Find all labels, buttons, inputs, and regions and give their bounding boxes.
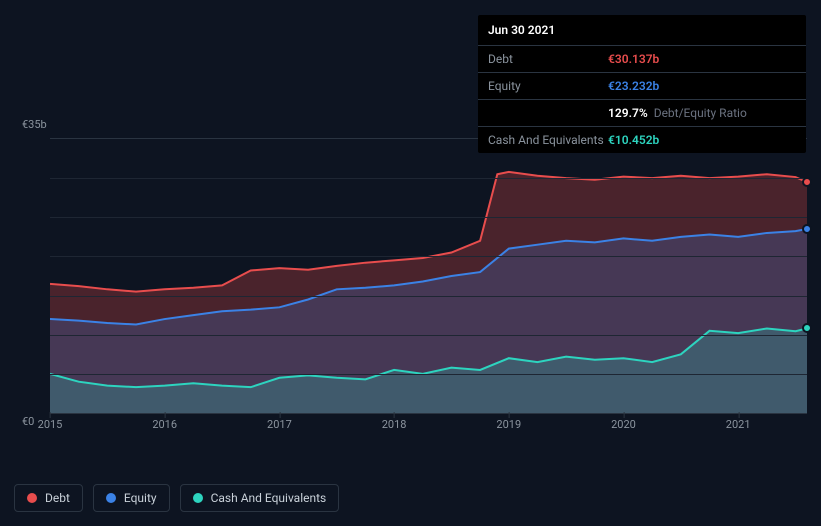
tooltip-row-label xyxy=(488,106,608,120)
tooltip-row-label: Debt xyxy=(488,52,608,66)
x-axis-label: 2016 xyxy=(152,418,177,431)
gridline xyxy=(50,296,807,297)
tooltip-row-value: €30.137b xyxy=(608,52,659,66)
x-axis-label: 2019 xyxy=(496,418,521,431)
x-tick-mark xyxy=(279,412,280,418)
gridline xyxy=(50,217,807,218)
legend-dot-icon xyxy=(106,493,116,503)
series-end-marker xyxy=(802,323,812,333)
legend: Debt Equity Cash And Equivalents xyxy=(14,484,339,512)
tooltip-row: Cash And Equivalents€10.452b xyxy=(478,127,806,153)
x-tick-mark xyxy=(394,412,395,418)
chart-svg xyxy=(50,139,807,413)
tooltip-row: 129.7% Debt/Equity Ratio xyxy=(478,100,806,127)
series-end-marker xyxy=(802,224,812,234)
tooltip-row: Equity€23.232b xyxy=(478,73,806,100)
plot-region[interactable] xyxy=(50,138,807,414)
x-tick-mark xyxy=(50,412,51,418)
legend-dot-icon xyxy=(27,493,37,503)
legend-label: Cash And Equivalents xyxy=(211,491,327,505)
gridline xyxy=(50,178,807,179)
legend-item-debt[interactable]: Debt xyxy=(14,484,83,512)
x-tick-mark xyxy=(509,412,510,418)
tooltip-date: Jun 30 2021 xyxy=(478,15,806,46)
x-axis: 2015201620172018201920202021 xyxy=(50,418,807,438)
tooltip-ratio-value: 129.7% xyxy=(608,106,648,120)
x-axis-label: 2021 xyxy=(726,418,751,431)
x-axis-label: 2017 xyxy=(267,418,292,431)
gridline xyxy=(50,256,807,257)
legend-item-equity[interactable]: Equity xyxy=(93,484,170,512)
tooltip-row-value: €23.232b xyxy=(608,79,659,93)
x-axis-label: 2020 xyxy=(611,418,636,431)
tooltip-ratio-label: Debt/Equity Ratio xyxy=(654,106,747,120)
legend-label: Debt xyxy=(45,491,70,505)
legend-dot-icon xyxy=(193,493,203,503)
tooltip-row-label: Equity xyxy=(488,79,608,93)
legend-label: Equity xyxy=(124,491,157,505)
chart-area[interactable]: €35b €0 2015 2016 2017 2018 2019 2020 2021 xyxy=(14,120,807,476)
tooltip-row: Debt€30.137b xyxy=(478,46,806,73)
tooltip-row-label: Cash And Equivalents xyxy=(488,133,608,147)
tooltip-row-value: €10.452b xyxy=(608,133,659,147)
x-tick-mark xyxy=(738,412,739,418)
x-tick-mark xyxy=(165,412,166,418)
x-tick-mark xyxy=(623,412,624,418)
x-axis-label: 2015 xyxy=(38,418,63,431)
gridline xyxy=(50,374,807,375)
legend-item-cash[interactable]: Cash And Equivalents xyxy=(180,484,340,512)
chart-tooltip: Jun 30 2021 Debt€30.137bEquity€23.232b12… xyxy=(478,15,806,153)
x-axis-label: 2018 xyxy=(382,418,407,431)
series-end-marker xyxy=(802,177,812,187)
y-axis-label-min: €0 xyxy=(22,415,34,428)
gridline xyxy=(50,335,807,336)
y-axis-label-max: €35b xyxy=(22,118,47,131)
